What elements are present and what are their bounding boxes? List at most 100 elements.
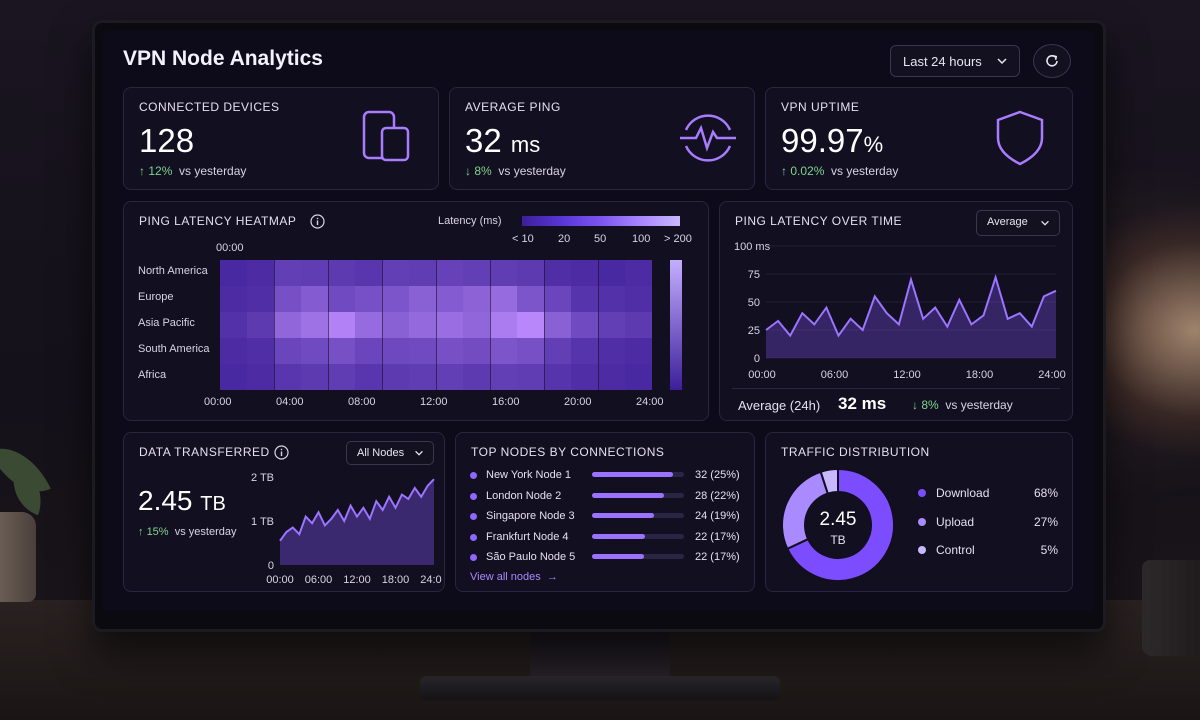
heatmap-cell[interactable] — [247, 312, 274, 338]
heatmap-cell[interactable] — [436, 312, 463, 338]
heatmap-cell[interactable] — [544, 338, 571, 364]
heatmap-cell[interactable] — [625, 260, 652, 286]
heatmap-cell[interactable] — [436, 286, 463, 312]
devices-icon — [362, 110, 410, 162]
heatmap-cell[interactable] — [571, 286, 598, 312]
donut-slice-download[interactable] — [785, 467, 895, 582]
heatmap-cell[interactable] — [220, 338, 247, 364]
heatmap-cell[interactable] — [598, 364, 625, 390]
heatmap-cell[interactable] — [571, 312, 598, 338]
heatmap-cell[interactable] — [220, 364, 247, 390]
heatmap-cell[interactable] — [490, 338, 517, 364]
node-count: 32 (25%) — [695, 469, 740, 481]
heatmap-cell[interactable] — [517, 260, 544, 286]
heatmap-cell[interactable] — [274, 286, 301, 312]
heatmap-cell[interactable] — [517, 338, 544, 364]
heatmap-cell[interactable] — [436, 364, 463, 390]
heatmap-cell[interactable] — [382, 260, 409, 286]
info-icon[interactable] — [310, 214, 325, 229]
heatmap-cell[interactable] — [490, 286, 517, 312]
heatmap-cell[interactable] — [247, 286, 274, 312]
heatmap-cell[interactable] — [544, 364, 571, 390]
heatmap-cell[interactable] — [463, 338, 490, 364]
heatmap-cell[interactable] — [301, 364, 328, 390]
heatmap-cell[interactable] — [544, 286, 571, 312]
heatmap-cell[interactable] — [382, 312, 409, 338]
heatmap-cell[interactable] — [247, 260, 274, 286]
heatmap-cell[interactable] — [382, 286, 409, 312]
heatmap-cell[interactable] — [598, 312, 625, 338]
heatmap-cell[interactable] — [409, 312, 436, 338]
heatmap-cell[interactable] — [382, 364, 409, 390]
heatmap-cell[interactable] — [220, 312, 247, 338]
heatmap-cell[interactable] — [301, 286, 328, 312]
heatmap-cell[interactable] — [463, 364, 490, 390]
heatmap-cell[interactable] — [301, 312, 328, 338]
heatmap-cell[interactable] — [382, 338, 409, 364]
heatmap-cell[interactable] — [220, 286, 247, 312]
donut-slice-control[interactable] — [819, 467, 839, 495]
aggregation-select[interactable]: Average — [976, 210, 1060, 236]
time-range-select[interactable]: Last 24 hours — [890, 45, 1020, 77]
node-filter-select[interactable]: All Nodes — [346, 441, 434, 465]
heatmap-cell[interactable] — [598, 338, 625, 364]
kpi-card-connected-devices: CONNECTED DEVICES 128 ↑ 12% vs yesterday — [123, 87, 439, 190]
refresh-button[interactable] — [1033, 44, 1071, 78]
heatmap-cell[interactable] — [625, 338, 652, 364]
heatmap-cell[interactable] — [328, 312, 355, 338]
node-row[interactable]: Singapore Node 3 24 (19%) — [470, 510, 740, 526]
heatmap-cell[interactable] — [328, 260, 355, 286]
heatmap-cell[interactable] — [274, 260, 301, 286]
heatmap-cell[interactable] — [409, 364, 436, 390]
heatmap-cell[interactable] — [517, 286, 544, 312]
heatmap-cell[interactable] — [409, 338, 436, 364]
heatmap-cell[interactable] — [490, 312, 517, 338]
info-icon[interactable] — [274, 445, 289, 460]
heatmap-cell[interactable] — [247, 338, 274, 364]
heatmap-cell[interactable] — [463, 286, 490, 312]
heatmap-cell[interactable] — [517, 312, 544, 338]
view-all-nodes-link[interactable]: View all nodes → — [470, 571, 558, 583]
heatmap-cell[interactable] — [436, 260, 463, 286]
heatmap-cell[interactable] — [436, 338, 463, 364]
node-row[interactable]: São Paulo Node 5 22 (17%) — [470, 551, 740, 567]
node-row[interactable]: Frankfurt Node 4 22 (17%) — [470, 531, 740, 547]
heatmap-cell[interactable] — [544, 260, 571, 286]
heatmap-cell[interactable] — [409, 286, 436, 312]
refresh-icon — [1046, 54, 1058, 67]
heatmap-cell[interactable] — [301, 338, 328, 364]
heatmap-cell[interactable] — [301, 260, 328, 286]
heatmap-cell[interactable] — [625, 286, 652, 312]
heatmap-cell[interactable] — [571, 260, 598, 286]
heatmap-cell[interactable] — [328, 364, 355, 390]
heatmap-cell[interactable] — [598, 260, 625, 286]
heatmap-cell[interactable] — [274, 364, 301, 390]
heatmap-cell[interactable] — [571, 338, 598, 364]
heatmap-cell[interactable] — [355, 312, 382, 338]
legend-pct: 5% — [1040, 543, 1058, 557]
heatmap-cell[interactable] — [490, 364, 517, 390]
heatmap-cell[interactable] — [247, 364, 274, 390]
heatmap-cell[interactable] — [355, 260, 382, 286]
heatmap-cell[interactable] — [355, 286, 382, 312]
heatmap-cell[interactable] — [625, 364, 652, 390]
heatmap-cell[interactable] — [328, 286, 355, 312]
heatmap-cell[interactable] — [571, 364, 598, 390]
heatmap-cell[interactable] — [274, 338, 301, 364]
heatmap-cell[interactable] — [409, 260, 436, 286]
heatmap-cell[interactable] — [220, 260, 247, 286]
heatmap-cell[interactable] — [463, 260, 490, 286]
heatmap-cell[interactable] — [517, 364, 544, 390]
heatmap-cell[interactable] — [274, 312, 301, 338]
heatmap-cell[interactable] — [544, 312, 571, 338]
node-row[interactable]: London Node 2 28 (22%) — [470, 490, 740, 506]
heatmap-cell[interactable] — [328, 338, 355, 364]
heatmap-cell[interactable] — [625, 312, 652, 338]
heatmap-cell[interactable] — [490, 260, 517, 286]
heatmap-cell[interactable] — [355, 338, 382, 364]
heatmap-cell[interactable] — [598, 286, 625, 312]
node-row[interactable]: New York Node 1 32 (25%) — [470, 469, 740, 485]
heatmap-cell[interactable] — [355, 364, 382, 390]
kpi-delta: ↓ 8% vs yesterday — [465, 164, 566, 178]
heatmap-cell[interactable] — [463, 312, 490, 338]
